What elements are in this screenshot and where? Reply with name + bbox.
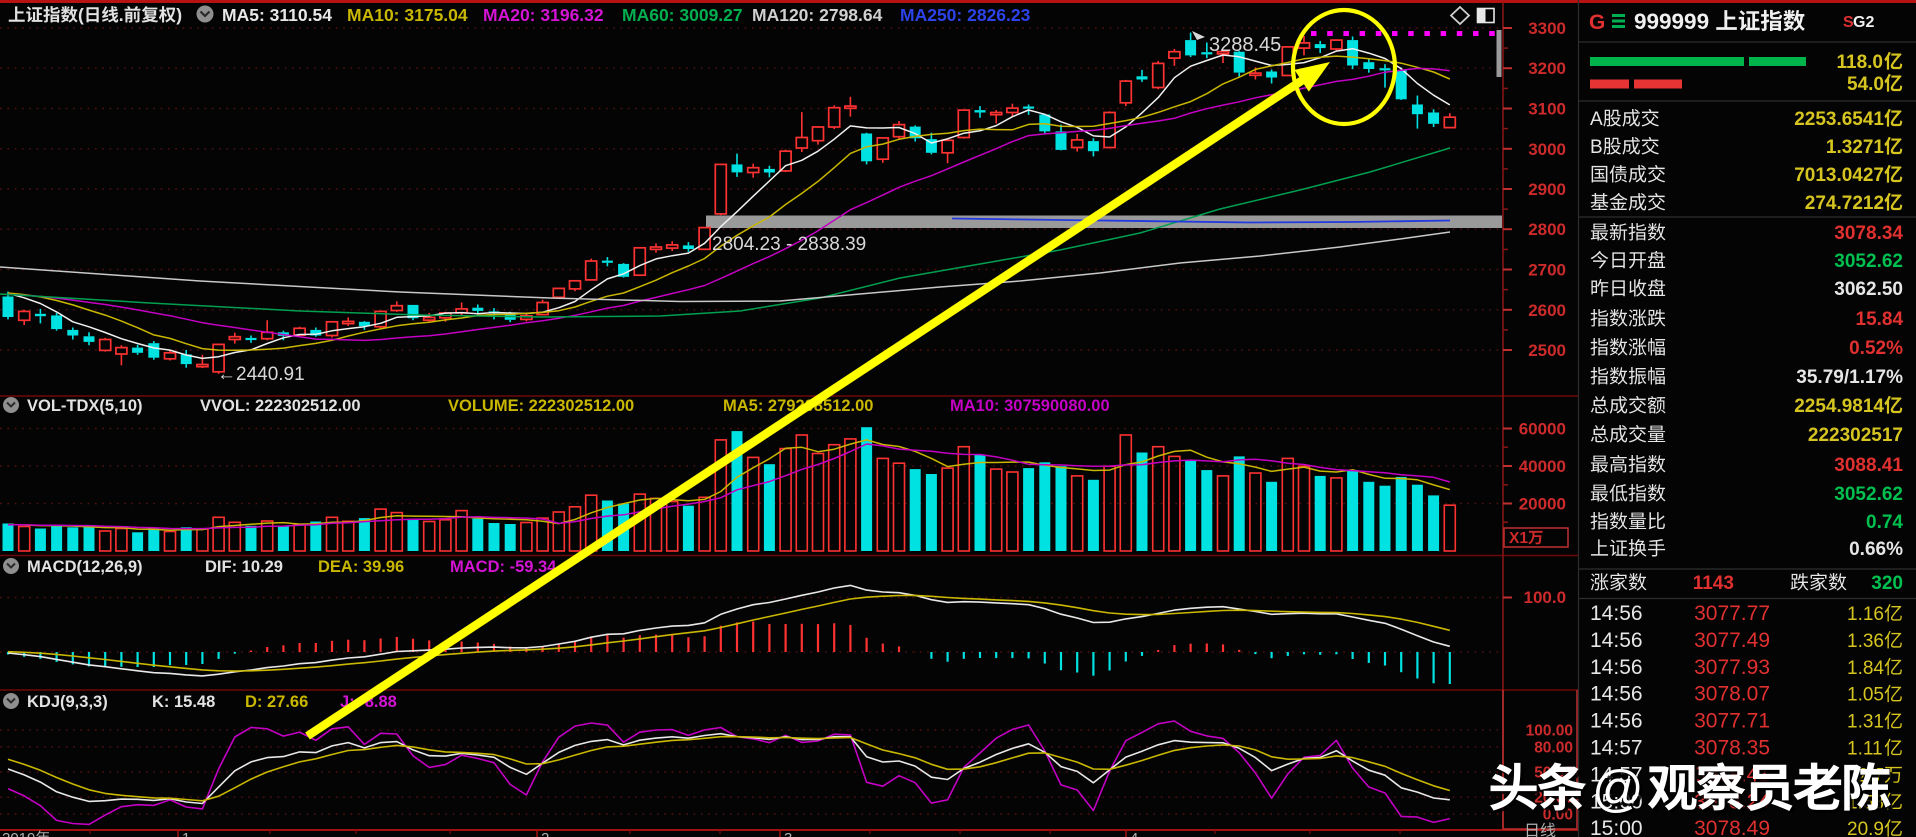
svg-text:.: .	[119, 5, 124, 25]
svg-text:2600: 2600	[1528, 301, 1566, 320]
svg-text:DIF: 10.29: DIF: 10.29	[205, 558, 283, 576]
svg-text:14:56: 14:56	[1590, 602, 1643, 625]
svg-text:0.66%: 0.66%	[1849, 539, 1903, 560]
svg-text:): )	[176, 5, 182, 25]
svg-text:G2: G2	[1853, 14, 1874, 31]
svg-text:2800: 2800	[1528, 220, 1566, 239]
svg-text:MA5: 3110.54: MA5: 3110.54	[222, 5, 332, 25]
svg-text:1.05: 1.05	[1847, 685, 1884, 706]
svg-text:14:57: 14:57	[1590, 737, 1643, 760]
svg-text:MA120: 2798.64: MA120: 2798.64	[752, 5, 883, 25]
svg-text:(: (	[78, 5, 84, 25]
svg-text:15.84: 15.84	[1856, 309, 1904, 330]
svg-text:1.84: 1.84	[1847, 658, 1884, 679]
svg-text:100.00: 100.00	[1526, 723, 1573, 740]
svg-text:3062.50: 3062.50	[1834, 279, 1903, 300]
svg-text:2254.9814: 2254.9814	[1794, 396, 1884, 417]
svg-text:3078.34: 3078.34	[1834, 223, 1903, 244]
svg-text:1143: 1143	[1693, 573, 1734, 594]
svg-text:X1: X1	[1509, 530, 1528, 547]
svg-text:14:56: 14:56	[1590, 656, 1643, 679]
svg-text:15:00: 15:00	[1590, 817, 1643, 837]
svg-text:1.3271: 1.3271	[1826, 137, 1885, 158]
svg-text:3078.35: 3078.35	[1694, 737, 1770, 760]
svg-text:3200: 3200	[1528, 59, 1566, 78]
svg-text:2804.23 - 2838.39: 2804.23 - 2838.39	[712, 234, 866, 255]
svg-text:1.16: 1.16	[1847, 604, 1884, 625]
svg-text:2900: 2900	[1528, 180, 1566, 199]
svg-text:1.36: 1.36	[1847, 631, 1884, 652]
svg-text:3100: 3100	[1528, 100, 1566, 119]
svg-text:2019: 2019	[2, 830, 35, 837]
svg-text:40000: 40000	[1519, 457, 1566, 476]
svg-text:0.52%: 0.52%	[1849, 338, 1903, 359]
svg-text:3052.62: 3052.62	[1834, 484, 1903, 505]
svg-text:DEA: 39.96: DEA: 39.96	[318, 558, 404, 576]
svg-text:14:57: 14:57	[1590, 763, 1643, 786]
svg-text:100.0: 100.0	[1524, 588, 1567, 607]
svg-text:3078.49: 3078.49	[1694, 817, 1770, 837]
svg-text:3077.49: 3077.49	[1694, 629, 1770, 652]
svg-text:3288.45: 3288.45	[1209, 34, 1281, 56]
svg-text:MA250: 2826.23: MA250: 2826.23	[900, 5, 1031, 25]
svg-text:80.00: 80.00	[1534, 739, 1573, 756]
svg-text:20000: 20000	[1519, 495, 1566, 514]
svg-text:1.31: 1.31	[1847, 712, 1884, 733]
svg-text:A: A	[1590, 109, 1603, 130]
svg-text:3077.71: 3077.71	[1694, 710, 1770, 733]
svg-text:2: 2	[541, 830, 549, 837]
svg-text:MACD: -59.34: MACD: -59.34	[450, 558, 557, 576]
svg-text:MA10: 307590080.00: MA10: 307590080.00	[950, 397, 1110, 415]
svg-text:3052.62: 3052.62	[1834, 251, 1903, 272]
svg-text:@: @	[1595, 763, 1647, 820]
svg-text:2253.6541: 2253.6541	[1794, 109, 1884, 130]
svg-text:VOLUME: 222302512.00: VOLUME: 222302512.00	[448, 397, 634, 415]
svg-text:3088.41: 3088.41	[1834, 455, 1903, 476]
svg-text:3300: 3300	[1528, 19, 1566, 38]
svg-text:999999: 999999	[1634, 9, 1709, 34]
svg-text:MA60: 3009.27: MA60: 3009.27	[622, 5, 743, 25]
svg-text:222302517: 222302517	[1808, 425, 1903, 446]
svg-text:3077.93: 3077.93	[1694, 656, 1770, 679]
svg-text:3: 3	[784, 830, 792, 837]
svg-text:14:56: 14:56	[1590, 629, 1643, 652]
svg-text:G: G	[1589, 11, 1605, 34]
svg-text:B: B	[1590, 137, 1603, 158]
svg-text:274.7212: 274.7212	[1805, 193, 1884, 214]
svg-text:20.9: 20.9	[1847, 819, 1884, 837]
svg-text:D: 27.66: D: 27.66	[245, 693, 308, 711]
svg-text:MA20: 3196.32: MA20: 3196.32	[483, 5, 604, 25]
svg-text:0.74: 0.74	[1866, 512, 1903, 533]
svg-text:118.0: 118.0	[1837, 52, 1884, 73]
svg-text:3078.07: 3078.07	[1694, 683, 1770, 706]
svg-text:MA10: 3175.04: MA10: 3175.04	[347, 5, 468, 25]
svg-text:15:00: 15:00	[1590, 790, 1643, 813]
svg-text:4: 4	[1130, 830, 1138, 837]
svg-text:1.11: 1.11	[1847, 739, 1883, 760]
svg-text:VVOL: 222302512.00: VVOL: 222302512.00	[200, 397, 361, 415]
svg-text:60000: 60000	[1519, 420, 1566, 439]
svg-text:K: 15.48: K: 15.48	[152, 693, 215, 711]
svg-text:14:56: 14:56	[1590, 683, 1643, 706]
svg-text:2500: 2500	[1528, 341, 1566, 360]
svg-text:3000: 3000	[1528, 140, 1566, 159]
svg-text:1: 1	[182, 830, 190, 837]
svg-text:2700: 2700	[1528, 261, 1566, 280]
svg-text:320: 320	[1871, 573, 1903, 594]
svg-text:MACD(12,26,9): MACD(12,26,9)	[27, 558, 143, 576]
svg-text:54.0: 54.0	[1847, 74, 1884, 95]
svg-text:VOL-TDX(5,10): VOL-TDX(5,10)	[27, 397, 143, 415]
svg-text:14:56: 14:56	[1590, 710, 1643, 733]
svg-text:3077.77: 3077.77	[1694, 602, 1770, 625]
svg-text:35.79/1.17%: 35.79/1.17%	[1796, 367, 1903, 388]
svg-text:@: @	[1592, 760, 1644, 817]
svg-text:S: S	[1843, 14, 1854, 31]
svg-text:7013.0427: 7013.0427	[1794, 165, 1884, 186]
svg-text:←2440.91: ←2440.91	[217, 364, 305, 385]
svg-text:KDJ(9,3,3): KDJ(9,3,3)	[27, 693, 108, 711]
svg-text:MA5: 279208512.00: MA5: 279208512.00	[723, 397, 873, 415]
